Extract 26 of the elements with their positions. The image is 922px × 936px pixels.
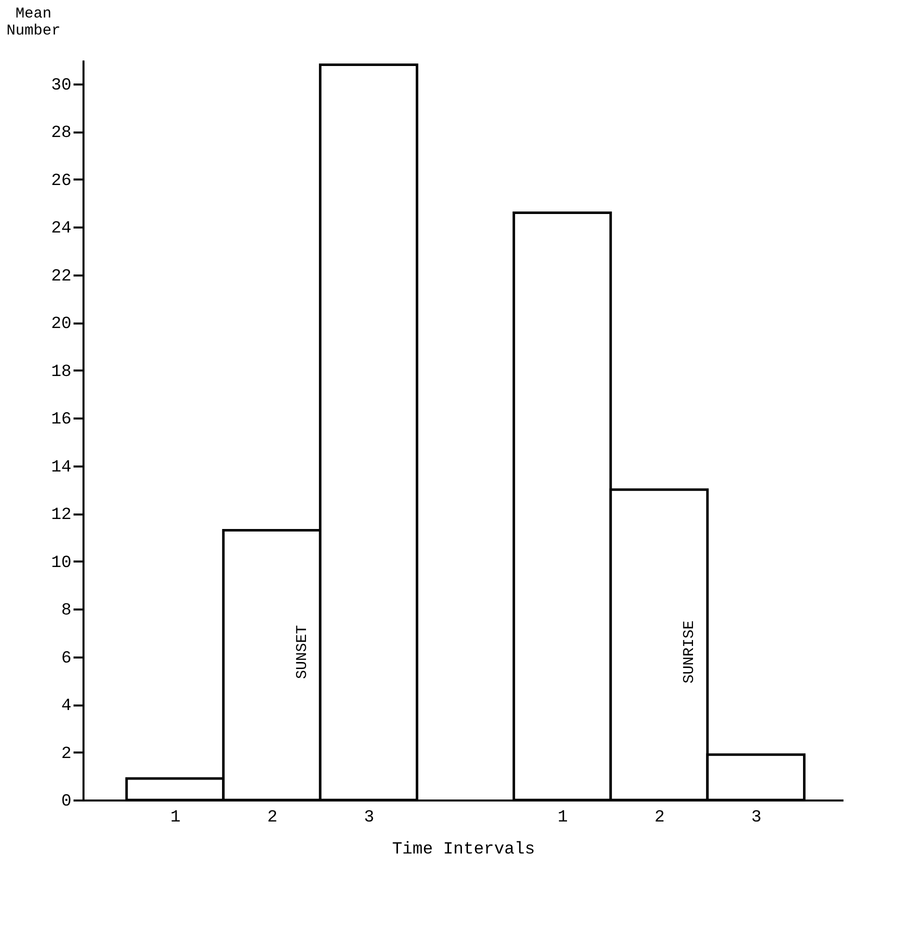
x-tick-label: 1 [170, 808, 181, 828]
annotation: SUNSET [294, 624, 311, 680]
y-tick-label: 4 [61, 697, 72, 716]
y-tick-label: 10 [51, 554, 72, 573]
x-tick-label: 2 [654, 808, 665, 828]
y-tick-label: 24 [51, 220, 72, 239]
y-tick-label: 12 [51, 506, 72, 526]
y-axis-title: Mean Number [6, 6, 61, 40]
x-tick-label: 3 [751, 808, 762, 828]
y-tick-label: 18 [51, 362, 72, 382]
y-tick-label: 22 [51, 267, 72, 286]
y-tick-label: 8 [61, 602, 72, 621]
y-tick-label: 2 [61, 744, 72, 764]
x-tick-label: 2 [267, 808, 278, 828]
y-tick-label: 0 [61, 792, 72, 812]
y-tick-label: 6 [61, 649, 72, 668]
y-tick-label: 14 [51, 458, 72, 478]
y-tick-label: 16 [51, 410, 72, 430]
x-tick-label: 3 [364, 808, 374, 828]
y-tick-label: 28 [51, 124, 72, 144]
y-tick-label: 20 [51, 315, 72, 334]
x-tick-label: 1 [558, 808, 568, 828]
x-axis-title: Time Intervals [392, 840, 535, 860]
y-tick-label: 30 [51, 76, 72, 96]
y-tick-label: 26 [51, 172, 72, 191]
annotation: SUNRISE [681, 620, 698, 684]
